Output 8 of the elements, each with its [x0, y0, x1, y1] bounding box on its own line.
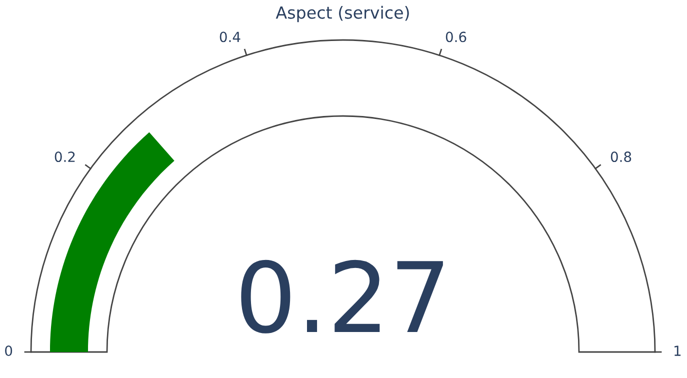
data-label: 0.27: [241, 260, 443, 334]
text: 0: [5, 346, 12, 356]
text: 0.2: [54, 152, 75, 162]
text: 0.4: [220, 32, 240, 42]
text: Aspect (service): [276, 6, 409, 22]
text: 0.6: [446, 32, 466, 42]
text: 0.8: [610, 152, 632, 162]
text: 1: [674, 346, 681, 356]
